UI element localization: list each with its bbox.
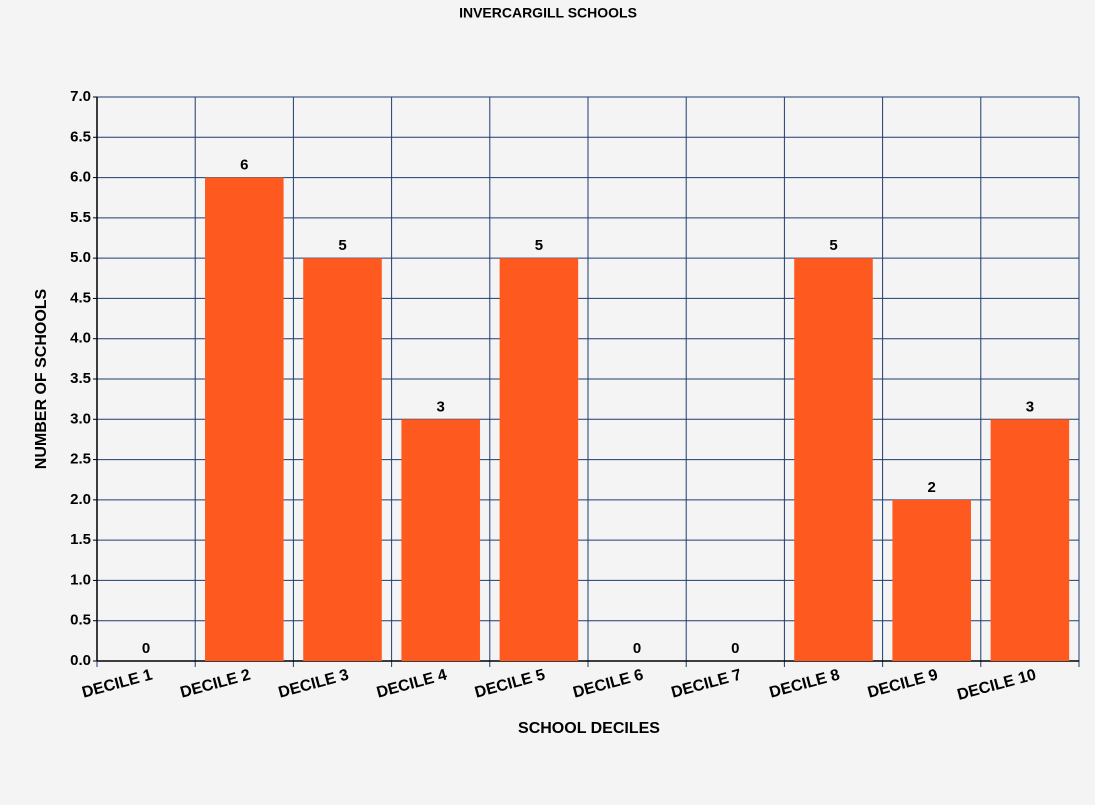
value-label: 3 — [437, 398, 445, 415]
y-tick-label: 1.5 — [70, 531, 91, 548]
value-label: 5 — [829, 237, 837, 254]
value-label: 0 — [142, 640, 150, 657]
y-tick-label: 4.5 — [70, 289, 91, 306]
y-tick-label: 3.5 — [70, 370, 91, 387]
y-tick-label: 6.0 — [70, 169, 91, 186]
chart-title: INVERCARGILL SCHOOLS — [459, 5, 637, 21]
bar — [990, 419, 1070, 661]
value-label: 3 — [1026, 398, 1034, 415]
y-axis-title: NUMBER OF SCHOOLS — [33, 288, 50, 469]
bar — [892, 499, 971, 661]
y-tick-label: 4.0 — [70, 330, 91, 347]
y-tick-label: 5.5 — [70, 209, 91, 226]
y-tick-label: 3.0 — [70, 410, 91, 427]
value-label: 2 — [928, 479, 936, 496]
value-label: 5 — [535, 237, 543, 254]
y-tick-label: 0.0 — [70, 652, 91, 669]
bar — [205, 177, 284, 662]
y-tick-label: 6.5 — [70, 128, 91, 145]
bar — [303, 258, 382, 661]
y-tick-label: 7.0 — [70, 88, 91, 105]
value-label: 0 — [633, 640, 641, 657]
x-axis-title: SCHOOL DECILES — [518, 720, 660, 737]
bar — [794, 258, 873, 661]
bar — [499, 258, 579, 661]
value-label: 0 — [731, 640, 739, 657]
y-tick-label: 2.0 — [70, 491, 91, 508]
y-tick-label: 2.5 — [70, 451, 91, 468]
y-tick-label: 1.0 — [70, 571, 91, 588]
value-label: 6 — [240, 157, 248, 174]
y-tick-label: 5.0 — [70, 249, 91, 266]
y-tick-label: 0.5 — [70, 612, 91, 629]
bar — [401, 419, 480, 661]
value-label: 5 — [338, 237, 346, 254]
